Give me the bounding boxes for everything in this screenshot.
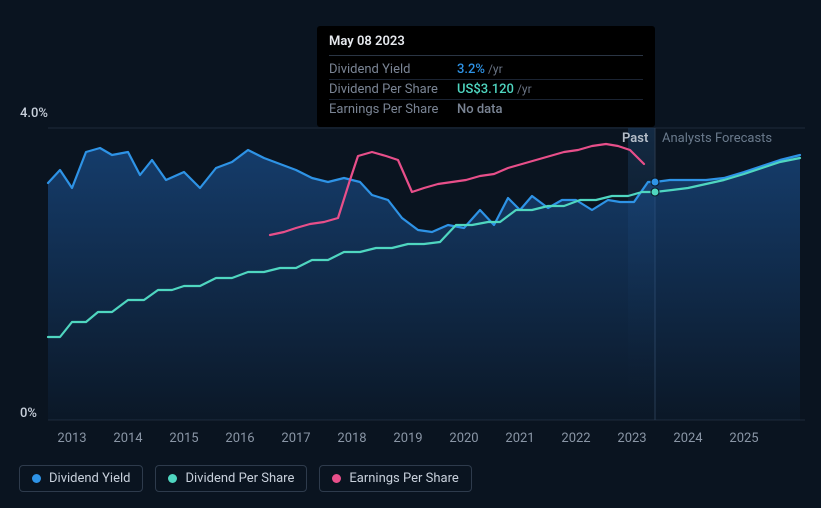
x-axis-tick: 2018 xyxy=(337,431,366,446)
x-axis-tick: 2013 xyxy=(57,431,86,446)
tooltip-row-suffix: /yr xyxy=(517,82,532,97)
legend-item[interactable]: Dividend Yield xyxy=(19,465,143,492)
x-axis-tick: 2015 xyxy=(169,431,198,446)
past-label: Past xyxy=(622,131,648,146)
tooltip-row-value: US$3.120 xyxy=(457,82,514,97)
x-axis-tick: 2017 xyxy=(281,431,310,446)
x-axis-tick: 2025 xyxy=(729,431,758,446)
chart-tooltip: May 08 2023 Dividend Yield3.2%/yrDividen… xyxy=(317,26,655,127)
legend-label: Dividend Per Share xyxy=(185,471,294,486)
y-axis-max-label: 4.0% xyxy=(20,106,48,121)
x-axis-tick: 2020 xyxy=(449,431,478,446)
y-axis-min-label: 0% xyxy=(20,406,37,421)
x-axis-tick: 2024 xyxy=(673,431,702,446)
legend-label: Dividend Yield xyxy=(49,471,130,486)
tooltip-row: Dividend Per ShareUS$3.120/yr xyxy=(329,80,643,100)
forecast-label: Analysts Forecasts xyxy=(662,131,772,146)
legend-item[interactable]: Dividend Per Share xyxy=(155,465,307,492)
x-axis-tick: 2019 xyxy=(393,431,422,446)
tooltip-date: May 08 2023 xyxy=(329,34,643,56)
x-axis-tick: 2022 xyxy=(561,431,590,446)
legend-label: Earnings Per Share xyxy=(349,471,458,486)
x-axis-tick: 2016 xyxy=(225,431,254,446)
legend-dot-icon xyxy=(332,474,341,483)
tooltip-row-label: Dividend Per Share xyxy=(329,82,457,97)
tooltip-rows: Dividend Yield3.2%/yrDividend Per ShareU… xyxy=(329,60,643,119)
legend-dot-icon xyxy=(168,474,177,483)
chart-legend: Dividend Yield Dividend Per Share Earnings… xyxy=(19,465,472,492)
tooltip-row-value: No data xyxy=(457,102,503,117)
tooltip-row: Earnings Per ShareNo data xyxy=(329,100,643,119)
tooltip-row-label: Earnings Per Share xyxy=(329,102,457,117)
tooltip-row-label: Dividend Yield xyxy=(329,62,457,77)
x-axis-tick: 2014 xyxy=(113,431,142,446)
tooltip-row: Dividend Yield3.2%/yr xyxy=(329,60,643,80)
dividend-chart: May 08 2023 Dividend Yield3.2%/yrDividen… xyxy=(0,0,821,508)
x-axis-tick: 2021 xyxy=(505,431,534,446)
legend-item[interactable]: Earnings Per Share xyxy=(319,465,471,492)
tooltip-row-suffix: /yr xyxy=(488,62,503,77)
legend-dot-icon xyxy=(32,474,41,483)
tooltip-row-value: 3.2% xyxy=(457,62,485,77)
x-axis-tick: 2023 xyxy=(617,431,646,446)
